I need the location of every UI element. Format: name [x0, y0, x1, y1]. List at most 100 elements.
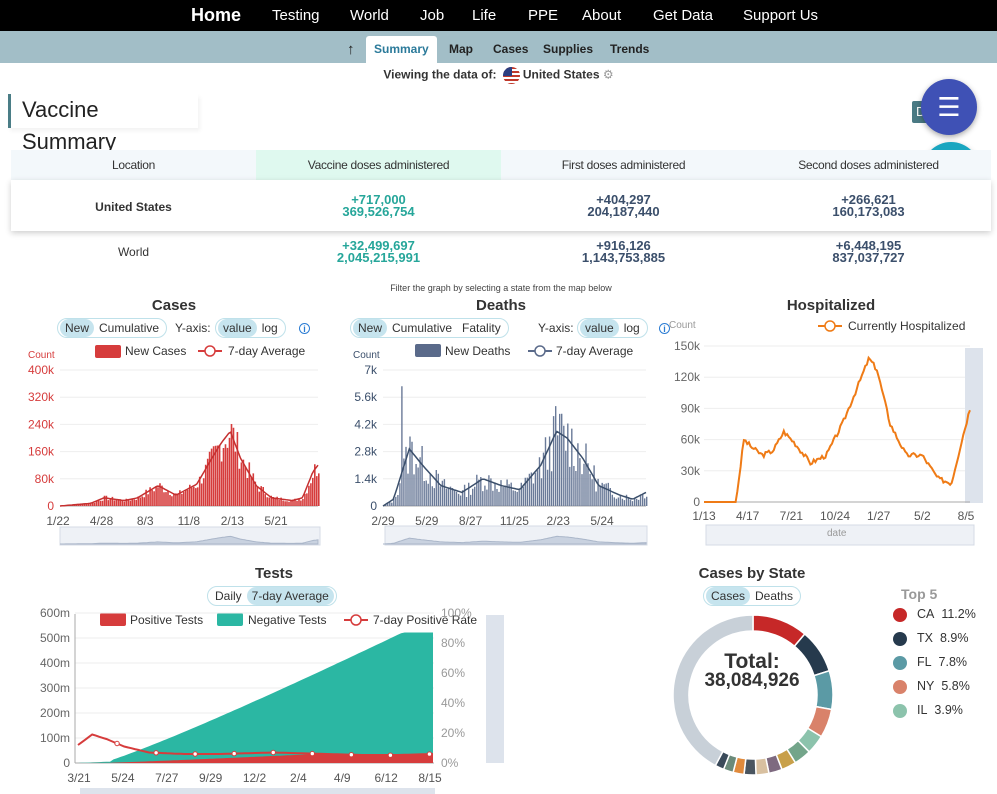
tab-cases[interactable]: Cases [493, 42, 529, 56]
y-tick-label: 100% [441, 606, 472, 620]
nav-world[interactable]: World [350, 7, 389, 24]
nav-home[interactable]: Home [191, 5, 242, 25]
x-tick-label: 5/29 [415, 514, 439, 528]
nav-get-data[interactable]: Get Data [653, 7, 714, 24]
rate-point [114, 740, 120, 747]
top5-item-tx[interactable]: TX 8.9% [893, 631, 968, 646]
cases-value-toggle[interactable]: value [218, 319, 257, 337]
donut-total-value: 38,084,926 [704, 670, 800, 691]
cases-bars [60, 424, 320, 506]
y-tick-label: 60% [441, 666, 465, 680]
nav-testing[interactable]: Testing [272, 7, 320, 24]
deaths-info-icon[interactable]: i [659, 323, 670, 334]
tests-negative-area [78, 632, 433, 763]
deaths-log-toggle[interactable]: log [623, 321, 640, 335]
tests-7day-toggle[interactable]: 7-day Average [246, 587, 334, 605]
cases-info-icon[interactable]: i [299, 323, 310, 334]
rate-point [231, 750, 237, 757]
table-row[interactable]: United States +717,000 369,526,754 +404,2… [11, 180, 991, 231]
y-tick-label: 240k [28, 417, 55, 431]
menu-icon[interactable]: ☰ [921, 79, 977, 135]
deaths-legend-line-swatch [534, 345, 546, 357]
viewing-country[interactable]: United States [522, 67, 600, 82]
nav-ppe[interactable]: PPE [528, 7, 559, 24]
cases-legend-line-swatch [204, 345, 216, 357]
doses-delta-world: +32,499,697 [342, 238, 415, 253]
top5-item-ca[interactable]: CA 11.2% [893, 607, 976, 622]
top5-item-ny[interactable]: NY 5.8% [893, 679, 970, 694]
cases-legend-new[interactable]: New Cases [125, 344, 186, 358]
nav-job[interactable]: Job [420, 7, 445, 24]
tests-legend-rate[interactable]: 7-day Positive Rate [373, 613, 477, 627]
y-tick-label: 160k [28, 445, 55, 459]
row-second-world: +6,448,195 837,037,727 [746, 239, 991, 264]
x-tick-label: 11/8 [178, 514, 201, 528]
donut-slice[interactable] [752, 614, 806, 648]
deaths-value-toggle[interactable]: value [580, 319, 619, 337]
x-tick-label: 1/27 [867, 509, 891, 523]
row-location-world[interactable]: World [117, 245, 150, 259]
x-tick-label: 10/24 [820, 509, 850, 523]
page-title: Vaccine Summary [8, 94, 198, 154]
y-tick-label: 30k [681, 464, 701, 478]
state-cases-toggle[interactable]: Cases [706, 587, 751, 605]
y-tick-label: 7k [364, 363, 378, 377]
us-flag-icon [502, 67, 520, 84]
sub-navigation: ↑ Summary Map Cases Supplies Trends [0, 31, 997, 63]
x-tick-label: 5/24 [111, 771, 135, 785]
tab-supplies[interactable]: Supplies [543, 42, 594, 56]
hospitalized-y-slider[interactable] [965, 348, 983, 503]
tab-map[interactable]: Map [449, 42, 473, 56]
top5-item-il[interactable]: IL 3.9% [893, 703, 963, 718]
deaths-cumulative-toggle[interactable]: Cumulative [392, 321, 453, 335]
first-delta-world: +916,126 [596, 238, 651, 253]
y-tick-label: 0 [370, 499, 377, 513]
tests-legend-positive[interactable]: Positive Tests [130, 613, 203, 627]
nav-about[interactable]: About [582, 7, 622, 24]
nav-support-us[interactable]: Support Us [743, 7, 819, 24]
deaths-legend-avg[interactable]: 7-day Average [556, 344, 633, 358]
deaths-fatality-toggle[interactable]: Fatality [462, 321, 501, 335]
y-tick-label: 0 [47, 499, 54, 513]
deaths-bars [383, 386, 648, 506]
tests-daily-toggle[interactable]: Daily [215, 589, 242, 603]
header-second: Second doses administered [746, 150, 991, 180]
row-location: United States [95, 200, 172, 214]
gear-icon[interactable]: ⚙ [602, 67, 614, 82]
tab-trends[interactable]: Trends [610, 42, 650, 56]
up-arrow-icon[interactable]: ↑ [347, 41, 355, 58]
tab-summary[interactable]: Summary [366, 36, 437, 63]
cases-new-toggle[interactable]: New [60, 319, 95, 337]
tests-legend-positive-swatch [100, 613, 126, 626]
top5-dot [893, 607, 907, 622]
x-tick-label: 8/5 [958, 509, 975, 523]
cases-log-toggle[interactable]: log [261, 321, 278, 335]
top5-dot [893, 655, 907, 670]
top5-item-fl[interactable]: FL 7.8% [893, 655, 967, 670]
viewing-selector: Viewing the data of: United States ⚙ [0, 67, 997, 84]
rate-point [309, 750, 315, 757]
row-first-world: +916,126 1,143,753,885 [501, 238, 746, 264]
y-tick-label: 80% [441, 636, 465, 650]
tests-zoom-slider[interactable] [80, 788, 435, 794]
hospitalized-legend[interactable]: Currently Hospitalized [848, 319, 965, 333]
y-tick-label: 1.4k [354, 472, 378, 486]
hospitalized-zoom-slider[interactable] [705, 524, 975, 546]
deaths-legend-new[interactable]: New Deaths [445, 344, 510, 358]
hospitalized-count-label: Count [669, 320, 696, 331]
tests-chart: Positive Tests Negative Tests 7-day Posi… [40, 606, 504, 794]
cases-legend-avg[interactable]: 7-day Average [228, 344, 305, 358]
tests-toggle: Daily 7-day Average [207, 586, 337, 606]
donut-slice[interactable] [754, 756, 770, 776]
tests-y-slider[interactable] [486, 615, 504, 763]
hospitalized-line [704, 355, 971, 503]
nav-life[interactable]: Life [472, 7, 497, 24]
state-deaths-toggle[interactable]: Deaths [755, 589, 794, 603]
donut-slice[interactable] [672, 614, 754, 767]
tests-legend-negative[interactable]: Negative Tests [248, 613, 327, 627]
cases-cumulative-toggle[interactable]: Cumulative [99, 321, 160, 335]
cases-zoom-slider[interactable] [59, 526, 321, 546]
y-tick-label: 320k [28, 390, 55, 404]
deaths-new-toggle[interactable]: New [353, 319, 388, 337]
hospitalized-legend-swatch [824, 320, 836, 332]
